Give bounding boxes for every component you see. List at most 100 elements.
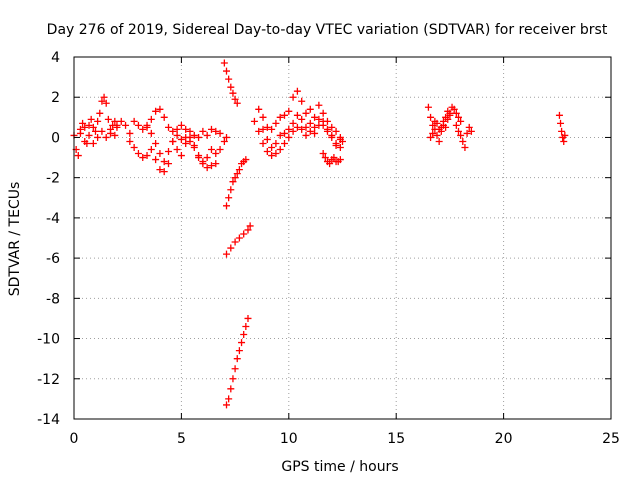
data-point — [281, 139, 289, 147]
data-point — [238, 339, 246, 347]
data-point — [199, 160, 207, 168]
data-point — [227, 385, 235, 393]
y-tick-label: -8 — [46, 291, 60, 307]
data-point — [242, 156, 250, 164]
data-point — [81, 137, 89, 145]
data-point — [321, 154, 329, 162]
data-point — [186, 127, 194, 135]
data-point — [457, 131, 465, 139]
data-point — [435, 137, 443, 145]
x-tick-label: 25 — [602, 431, 620, 447]
data-series — [427, 111, 454, 145]
data-point — [89, 123, 97, 131]
data-point — [169, 137, 177, 145]
data-point — [98, 97, 106, 105]
data-point — [94, 133, 102, 141]
data-point — [134, 150, 142, 158]
y-tick-label: -4 — [46, 211, 60, 227]
data-point — [431, 125, 439, 133]
data-point — [244, 226, 252, 234]
data-point — [177, 152, 185, 160]
data-point — [250, 117, 258, 125]
data-point — [87, 115, 95, 123]
data-point — [289, 127, 297, 135]
data-series — [143, 121, 231, 176]
data-point — [285, 125, 293, 133]
data-point — [276, 113, 284, 121]
data-point — [427, 133, 435, 141]
data-point — [225, 75, 233, 83]
data-point — [272, 139, 280, 147]
data-point — [302, 123, 310, 131]
data-point — [298, 115, 306, 123]
data-point — [293, 87, 301, 95]
data-point — [160, 168, 168, 176]
data-point — [242, 322, 250, 330]
data-point — [326, 160, 334, 168]
data-point — [315, 101, 323, 109]
data-point — [240, 230, 248, 238]
data-point — [319, 150, 327, 158]
data-point — [152, 156, 160, 164]
data-point — [91, 127, 99, 135]
data-point — [459, 137, 467, 145]
data-point — [263, 148, 271, 156]
data-point — [147, 146, 155, 154]
data-point — [152, 139, 160, 147]
data-point — [143, 121, 151, 129]
data-point — [207, 162, 215, 170]
data-point — [85, 131, 93, 139]
data-series — [250, 87, 346, 145]
data-point — [281, 111, 289, 119]
data-point — [165, 160, 173, 168]
data-point — [173, 125, 181, 133]
data-series — [319, 150, 344, 168]
data-point — [122, 121, 130, 129]
data-point — [225, 194, 233, 202]
data-point — [216, 146, 224, 154]
data-point — [134, 121, 142, 129]
data-series — [113, 105, 224, 141]
data-point — [233, 99, 241, 107]
data-point — [263, 135, 271, 143]
axis-ticks — [73, 56, 612, 420]
data-point — [437, 127, 445, 135]
data-series — [76, 127, 119, 147]
data-point — [457, 117, 465, 125]
data-point — [293, 111, 301, 119]
data-point — [139, 154, 147, 162]
data-point — [561, 131, 569, 139]
data-point — [111, 131, 119, 139]
data-point — [225, 395, 233, 403]
data-point — [177, 121, 185, 129]
data-point — [442, 123, 450, 131]
x-axis-label: GPS time / hours — [281, 459, 398, 475]
data-point — [81, 123, 89, 131]
data-point — [246, 222, 254, 230]
data-point — [446, 111, 454, 119]
data-point — [182, 125, 190, 133]
plot-frame — [73, 56, 612, 420]
data-point — [203, 164, 211, 172]
y-tick-label: -6 — [46, 251, 60, 267]
data-point — [461, 144, 469, 151]
data-point — [323, 125, 331, 133]
x-tick-label: 5 — [177, 431, 186, 447]
data-point — [268, 144, 276, 151]
data-series — [259, 117, 344, 160]
data-point — [223, 67, 231, 75]
data-point — [429, 129, 437, 137]
data-point — [311, 123, 319, 131]
data-point — [240, 331, 248, 339]
data-point — [102, 99, 110, 107]
data-point — [186, 137, 194, 145]
data-point — [227, 186, 235, 194]
data-point — [560, 137, 568, 145]
data-point — [126, 137, 134, 145]
data-point — [235, 166, 243, 174]
data-point — [227, 83, 235, 91]
data-point — [156, 150, 164, 158]
data-point — [233, 355, 241, 363]
data-point — [328, 133, 336, 141]
